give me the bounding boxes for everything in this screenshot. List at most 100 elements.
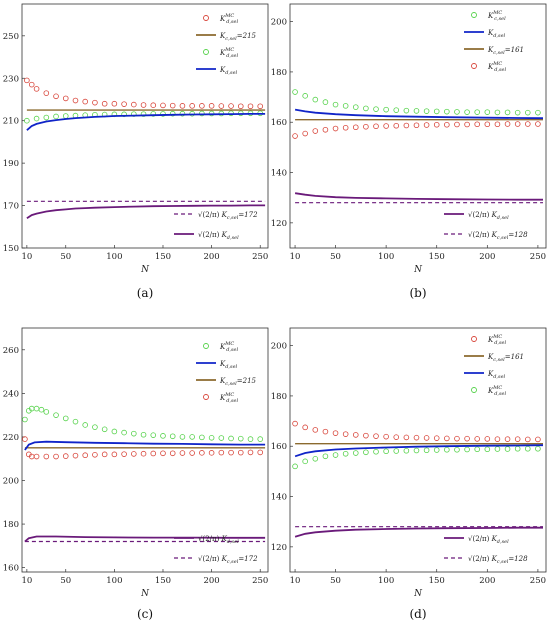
- data-point: [403, 434, 410, 441]
- data-point: [292, 420, 298, 427]
- data-point: [247, 449, 254, 456]
- legend-marker: [203, 343, 209, 349]
- data-point: [504, 121, 511, 127]
- y-tick-label: 220: [3, 433, 19, 443]
- data-point: [218, 103, 225, 109]
- data-point: [524, 445, 531, 452]
- x-tick-label: 10: [290, 252, 301, 262]
- data-point: [393, 107, 400, 113]
- data-point: [524, 109, 531, 116]
- data-point: [464, 109, 470, 115]
- legend-label: KMC d,sel: [219, 392, 239, 404]
- data-point: [247, 436, 254, 442]
- data-point: [82, 452, 89, 459]
- data-point: [150, 450, 157, 457]
- data-point: [312, 128, 319, 134]
- chart-panel-d: 120 140 160 180 200 10 50 100 150 200 250 N (d) KMC d,…: [271, 327, 547, 621]
- data-point: [160, 433, 166, 439]
- data-point: [342, 431, 349, 437]
- x-tick-label: 10: [290, 576, 301, 586]
- data-point: [403, 122, 410, 129]
- data-point: [363, 432, 369, 439]
- legend-label: Kd,sel: [487, 370, 506, 380]
- series-0: [24, 77, 264, 110]
- series-3: [26, 113, 266, 131]
- data-point: [121, 451, 127, 457]
- data-point: [179, 450, 186, 456]
- data-point: [111, 100, 118, 107]
- data-point: [62, 453, 69, 459]
- legend-label: Kc,sel=161: [487, 353, 524, 363]
- legend-label: Kd,sel: [487, 29, 506, 39]
- data-point: [169, 450, 176, 457]
- data-point: [33, 115, 40, 122]
- legend-label: Kc,sel=215: [219, 32, 257, 42]
- data-point: [332, 430, 339, 436]
- x-tick-label: 200: [203, 252, 219, 262]
- data-point: [373, 123, 379, 130]
- data-point: [131, 430, 137, 437]
- data-point: [189, 103, 195, 109]
- y-tick-label: 140: [271, 169, 287, 179]
- data-point: [342, 103, 349, 109]
- data-point: [140, 450, 147, 457]
- panel-caption: (b): [409, 286, 426, 300]
- data-point: [92, 451, 98, 458]
- y-tick-label: 180: [3, 520, 19, 530]
- data-point: [312, 456, 319, 462]
- x-axis-label: N: [140, 265, 150, 275]
- data-point: [22, 416, 28, 423]
- data-point: [53, 453, 59, 460]
- y-tick-label: 160: [3, 564, 19, 574]
- data-point: [423, 108, 430, 114]
- data-point: [189, 450, 195, 456]
- x-tick-label: 50: [60, 576, 71, 586]
- x-tick-label: 100: [106, 576, 122, 586]
- data-point: [111, 451, 118, 458]
- data-point: [257, 103, 264, 110]
- series-5: [26, 204, 266, 220]
- legend-legend_lower: √(2/π) Kd,sel √(2/π) Kc,sel=172: [174, 535, 258, 565]
- data-point: [111, 428, 118, 435]
- data-point: [444, 446, 450, 453]
- data-point: [332, 452, 339, 458]
- legend-marker: [203, 15, 209, 21]
- panel-caption: (a): [137, 286, 154, 300]
- data-point: [494, 109, 501, 116]
- data-point: [444, 121, 450, 128]
- data-point: [140, 111, 147, 117]
- data-point: [247, 103, 254, 110]
- chart-panel-c: 160 180 200 220 240 260 10 50 100 150 200 250 N (c) KM…: [3, 327, 269, 621]
- data-point: [121, 111, 127, 118]
- data-point: [535, 445, 541, 452]
- data-point: [312, 427, 319, 433]
- data-point: [121, 101, 127, 107]
- y-tick-label: 150: [3, 244, 19, 254]
- data-point: [218, 435, 225, 441]
- data-point: [292, 463, 298, 470]
- legend-legend_upper: KMC d,sel Kd,sel Kc,sel=215 KMC d,sel: [196, 341, 257, 404]
- legend-legend_lower: √(2/π) Kd,sel √(2/π) Kc,sel=128: [444, 535, 528, 565]
- data-point: [342, 450, 349, 457]
- plot-frame: [21, 3, 269, 249]
- legend-label: KMC d,sel: [487, 385, 507, 397]
- data-point: [92, 99, 98, 106]
- data-point: [302, 424, 308, 431]
- legend-label: Kd,sel: [219, 66, 238, 76]
- data-point: [403, 107, 410, 114]
- data-point: [474, 109, 480, 115]
- data-point: [179, 110, 186, 117]
- data-point: [524, 121, 531, 127]
- legend-legend_lower: √(2/π) Kc,sel=172 √(2/π) Kd,sel: [174, 211, 258, 241]
- data-point: [53, 93, 59, 100]
- legend-label: KMC c,sel: [487, 10, 506, 22]
- data-point: [189, 434, 195, 440]
- data-point: [352, 104, 359, 110]
- x-tick-label: 250: [530, 576, 546, 586]
- data-point: [22, 436, 28, 442]
- data-point: [228, 449, 234, 456]
- data-point: [33, 453, 40, 460]
- series-3: [294, 444, 544, 458]
- data-point: [464, 446, 470, 453]
- data-point: [474, 446, 480, 453]
